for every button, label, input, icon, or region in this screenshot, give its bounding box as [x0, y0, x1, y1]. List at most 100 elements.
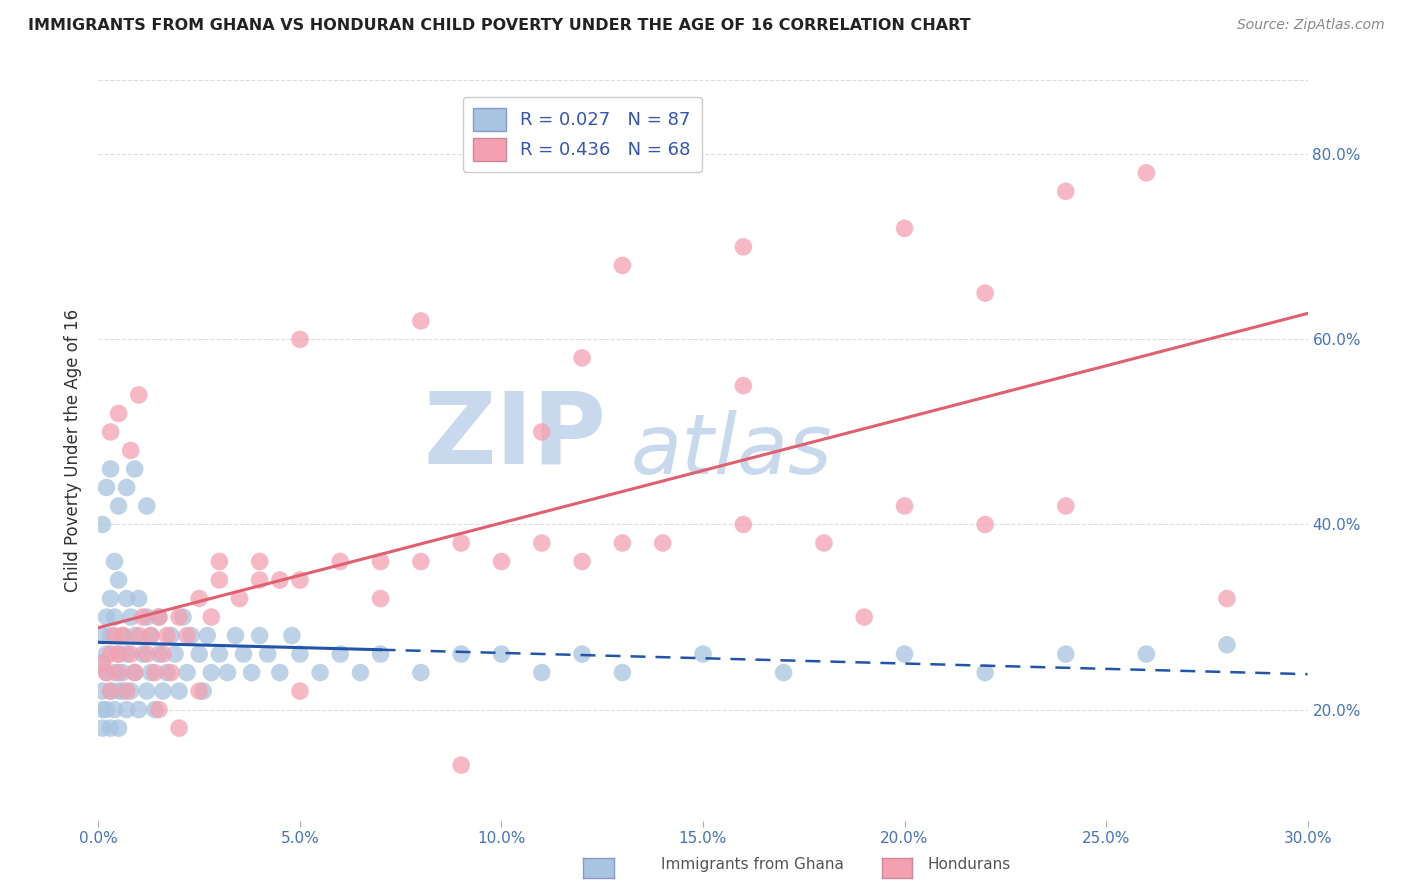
Point	[91, 628, 114, 642]
Point	[128, 628, 150, 642]
Point	[107, 407, 129, 421]
Point	[329, 647, 352, 661]
Point	[120, 610, 142, 624]
Point	[1054, 184, 1077, 198]
Point	[188, 647, 211, 661]
Point	[124, 665, 146, 680]
Point	[772, 665, 794, 680]
Point	[152, 684, 174, 698]
Point	[120, 684, 142, 698]
Point	[256, 647, 278, 661]
Point	[208, 555, 231, 569]
Point	[132, 647, 155, 661]
Point	[176, 628, 198, 642]
Point	[288, 684, 311, 698]
Point	[152, 647, 174, 661]
Point	[530, 665, 553, 680]
Point	[200, 610, 222, 624]
Point	[135, 610, 157, 624]
Point	[91, 703, 114, 717]
Point	[974, 517, 997, 532]
Point	[232, 647, 254, 661]
Point	[148, 703, 170, 717]
Point	[107, 665, 129, 680]
Point	[193, 684, 215, 698]
Point	[370, 555, 392, 569]
Point	[409, 555, 432, 569]
Point	[107, 647, 129, 661]
Point	[103, 703, 125, 717]
Point	[139, 628, 162, 642]
Point	[139, 628, 162, 642]
Text: Source: ZipAtlas.com: Source: ZipAtlas.com	[1237, 18, 1385, 32]
Point	[269, 665, 291, 680]
Point	[96, 647, 118, 661]
Y-axis label: Child Poverty Under the Age of 16: Child Poverty Under the Age of 16	[65, 309, 83, 592]
Point	[530, 536, 553, 550]
Point	[288, 647, 311, 661]
Point	[188, 684, 211, 698]
Point	[107, 684, 129, 698]
Point	[224, 628, 246, 642]
Point	[135, 684, 157, 698]
Point	[124, 628, 146, 642]
Point	[96, 665, 118, 680]
Point	[91, 721, 114, 735]
Point	[103, 665, 125, 680]
Point	[135, 499, 157, 513]
Point	[100, 647, 122, 661]
Point	[128, 703, 150, 717]
Point	[893, 647, 915, 661]
Point	[120, 443, 142, 458]
Point	[107, 647, 129, 661]
Point	[96, 665, 118, 680]
Point	[893, 221, 915, 235]
Point	[115, 591, 138, 606]
Point	[160, 665, 183, 680]
Point	[733, 378, 755, 392]
Point	[974, 286, 997, 301]
Point	[491, 555, 513, 569]
Point	[1216, 638, 1239, 652]
Point	[100, 628, 122, 642]
Point	[120, 647, 142, 661]
Point	[115, 480, 138, 494]
Point	[281, 628, 304, 642]
Point	[135, 647, 157, 661]
Point	[156, 665, 179, 680]
Point	[249, 628, 271, 642]
Point	[107, 721, 129, 735]
Point	[176, 665, 198, 680]
Point	[733, 517, 755, 532]
Point	[148, 610, 170, 624]
Point	[91, 657, 114, 671]
Point	[200, 665, 222, 680]
Point	[148, 647, 170, 661]
Point	[128, 388, 150, 402]
Point	[1216, 591, 1239, 606]
Point	[100, 591, 122, 606]
Point	[208, 647, 231, 661]
Point	[143, 703, 166, 717]
Point	[974, 665, 997, 680]
Point	[228, 591, 250, 606]
Point	[370, 647, 392, 661]
Point	[156, 628, 179, 642]
Point	[100, 684, 122, 698]
Point	[167, 721, 190, 735]
Point	[217, 665, 239, 680]
Point	[100, 721, 122, 735]
Point	[612, 536, 634, 550]
Point	[1135, 647, 1157, 661]
Point	[450, 647, 472, 661]
Point	[172, 610, 194, 624]
Point	[115, 647, 138, 661]
Point	[167, 610, 190, 624]
Point	[96, 480, 118, 494]
Point	[167, 684, 190, 698]
Point	[91, 684, 114, 698]
Point	[288, 333, 311, 347]
Point	[107, 573, 129, 587]
Point	[813, 536, 835, 550]
Point	[100, 462, 122, 476]
